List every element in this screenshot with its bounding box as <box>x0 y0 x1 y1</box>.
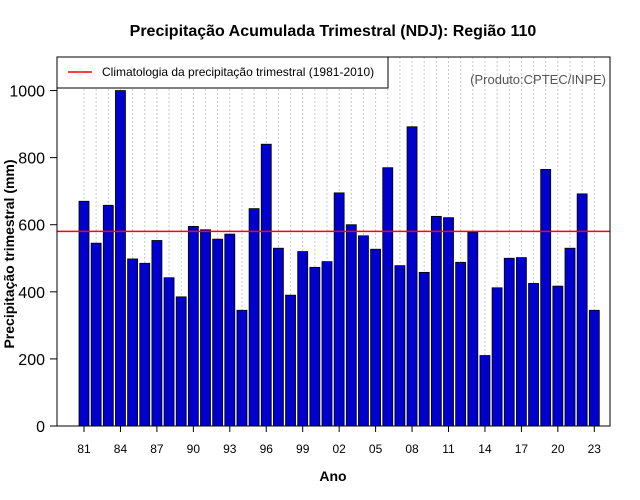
y-tick-label: 200 <box>18 352 45 369</box>
bar-2018 <box>528 283 539 427</box>
x-tick-label: 11 <box>442 442 455 456</box>
bar-2005 <box>370 248 382 427</box>
bar-1987 <box>151 240 163 427</box>
x-tick-label: 99 <box>296 442 310 456</box>
bar-1993 <box>224 233 236 427</box>
x-tick-label: 87 <box>150 442 164 456</box>
bar-1990 <box>187 225 199 427</box>
bar-2023 <box>588 309 600 427</box>
x-axis-label: Ano <box>319 468 346 484</box>
bar-1997 <box>272 247 284 427</box>
bar-2017 <box>516 257 527 427</box>
x-tick-label: 08 <box>405 442 419 456</box>
bar-2010 <box>430 215 442 427</box>
y-axis: 0 200 400 600 800 1000 <box>9 84 57 436</box>
bar-2022 <box>576 193 588 427</box>
bar-2008 <box>406 126 418 427</box>
x-tick-label: 96 <box>260 442 274 456</box>
x-axis: 81 84 87 90 93 96 99 02 05 08 11 14 17 20 23 <box>77 426 601 456</box>
y-tick-label: 400 <box>18 285 45 302</box>
bar-2004 <box>358 235 369 427</box>
bar-1983 <box>102 204 114 427</box>
y-tick-label: 600 <box>18 218 45 235</box>
x-tick-label: 17 <box>515 442 529 456</box>
bar-2020 <box>552 285 564 427</box>
bar-1994 <box>236 309 248 427</box>
bar-1996 <box>260 143 272 427</box>
bar-1999 <box>297 251 309 427</box>
legend-label: Climatologia da precipitação trimestral … <box>102 65 374 79</box>
bar-2021 <box>564 247 576 427</box>
x-tick-label: 20 <box>551 442 565 456</box>
bar-2000 <box>309 266 321 427</box>
bar-1991 <box>200 229 211 427</box>
credit-label: (Produto:CPTEC/INPE) <box>470 72 606 87</box>
bar-2003 <box>345 224 357 427</box>
bar-1986 <box>139 262 151 427</box>
y-tick-label: 1000 <box>9 84 45 101</box>
bar-1985 <box>127 258 138 427</box>
bar-2007 <box>394 265 406 427</box>
bar-1989 <box>175 296 187 427</box>
bar-2001 <box>321 261 333 427</box>
y-tick-label: 800 <box>18 151 45 168</box>
bar-1982 <box>90 242 102 427</box>
bar-1988 <box>163 277 175 427</box>
x-tick-label: 05 <box>369 442 383 456</box>
y-axis-label: Precipitação trimestral (mm) <box>1 159 17 348</box>
bar-1984 <box>115 90 126 427</box>
bar-2019 <box>540 168 552 427</box>
x-tick-label: 81 <box>77 442 91 456</box>
bar-2015 <box>491 287 503 427</box>
bar-2013 <box>467 231 479 427</box>
bar-1995 <box>248 208 260 427</box>
bar-1981 <box>78 200 90 427</box>
bar-2009 <box>418 271 430 427</box>
bar-2011 <box>443 217 454 427</box>
x-tick-label: 84 <box>114 442 128 456</box>
bar-2002 <box>333 192 345 427</box>
bar-2014 <box>479 355 491 427</box>
bar-1998 <box>285 294 296 427</box>
x-tick-label: 02 <box>332 442 346 456</box>
x-tick-label: 93 <box>223 442 237 456</box>
y-tick-label: 0 <box>36 419 45 436</box>
x-tick-label: 23 <box>588 442 602 456</box>
bar-1992 <box>212 238 224 427</box>
legend: Climatologia da precipitação trimestral … <box>56 56 389 89</box>
legend-box <box>56 56 389 89</box>
x-tick-label: 14 <box>478 442 492 456</box>
chart-title: Precipitação Acumulada Trimestral (NDJ):… <box>130 23 537 40</box>
bar-2006 <box>382 167 394 427</box>
bar-2012 <box>455 261 467 427</box>
x-tick-label: 90 <box>187 442 201 456</box>
bar-2016 <box>503 257 515 427</box>
bars <box>78 90 600 427</box>
